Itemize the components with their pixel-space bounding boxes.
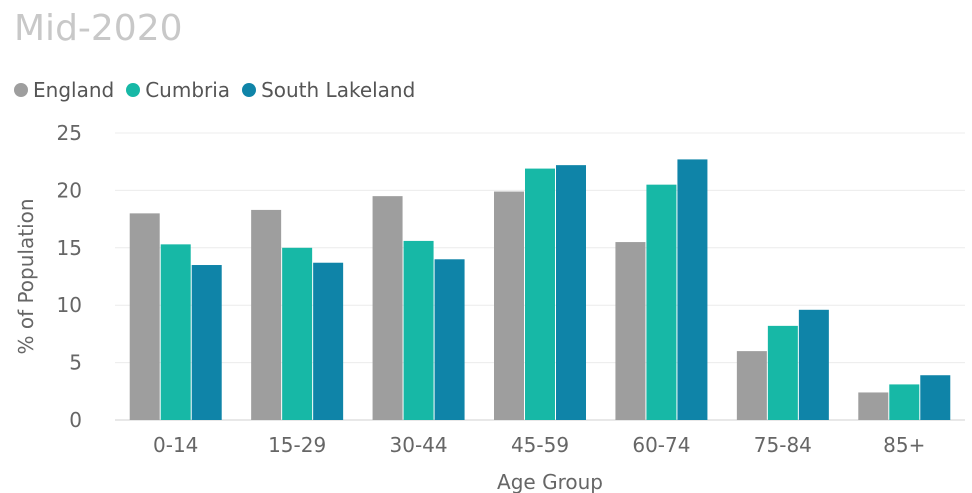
bar-cumbria[interactable] bbox=[403, 240, 434, 420]
chart-title: Mid-2020 bbox=[14, 8, 183, 49]
bar-england[interactable] bbox=[615, 242, 646, 420]
legend: England Cumbria South Lakeland bbox=[14, 78, 427, 102]
bar-cumbria[interactable] bbox=[767, 325, 798, 420]
legend-label-england: England bbox=[33, 78, 115, 102]
x-tick-label: 15-29 bbox=[268, 433, 326, 457]
bar-england[interactable] bbox=[251, 209, 282, 420]
x-tick-label: 30-44 bbox=[390, 433, 448, 457]
x-tick-label: 0-14 bbox=[153, 433, 198, 457]
bar-south-lakeland[interactable] bbox=[920, 375, 951, 420]
bar-england[interactable] bbox=[736, 351, 767, 420]
legend-marker-cumbria bbox=[126, 83, 141, 97]
bar-cumbria[interactable] bbox=[282, 247, 313, 420]
y-tick-label: 5 bbox=[69, 351, 82, 375]
bar-south-lakeland[interactable] bbox=[191, 265, 222, 420]
legend-marker-england bbox=[14, 83, 28, 97]
y-tick-label: 20 bbox=[57, 178, 82, 202]
x-tick-label: 85+ bbox=[883, 433, 925, 457]
bar-cumbria[interactable] bbox=[525, 168, 555, 420]
bar-south-lakeland[interactable] bbox=[313, 262, 344, 420]
bar-england[interactable] bbox=[858, 392, 889, 420]
bar-south-lakeland[interactable] bbox=[434, 259, 465, 420]
bar-cumbria[interactable] bbox=[646, 184, 677, 420]
bar-south-lakeland[interactable] bbox=[798, 309, 829, 420]
y-axis-title: % of Population bbox=[14, 198, 38, 354]
bar-cumbria[interactable] bbox=[160, 244, 191, 420]
y-tick-label: 0 bbox=[69, 408, 82, 432]
bar-cumbria[interactable] bbox=[889, 384, 920, 420]
bar-south-lakeland[interactable] bbox=[677, 159, 708, 421]
legend-label-cumbria: Cumbria bbox=[145, 78, 231, 102]
x-axis-title: Age Group bbox=[497, 470, 603, 493]
y-tick-label: 10 bbox=[57, 293, 82, 317]
bar-south-lakeland[interactable] bbox=[556, 165, 586, 420]
bar-england[interactable] bbox=[129, 213, 160, 420]
legend-item-south-lakeland[interactable]: South Lakeland bbox=[242, 78, 415, 102]
legend-label-south-lakeland: South Lakeland bbox=[261, 78, 416, 102]
y-tick-label: 15 bbox=[57, 236, 82, 260]
legend-item-cumbria[interactable]: Cumbria bbox=[126, 78, 230, 102]
bar-england[interactable] bbox=[494, 191, 524, 420]
x-tick-label: 75-84 bbox=[754, 433, 812, 457]
legend-item-england[interactable]: England bbox=[14, 78, 114, 102]
y-tick-label: 25 bbox=[57, 121, 82, 145]
x-tick-label: 60-74 bbox=[632, 433, 690, 457]
x-tick-label: 45-59 bbox=[511, 433, 569, 457]
bar-england[interactable] bbox=[372, 196, 403, 420]
legend-marker-south-lakeland bbox=[242, 83, 257, 97]
